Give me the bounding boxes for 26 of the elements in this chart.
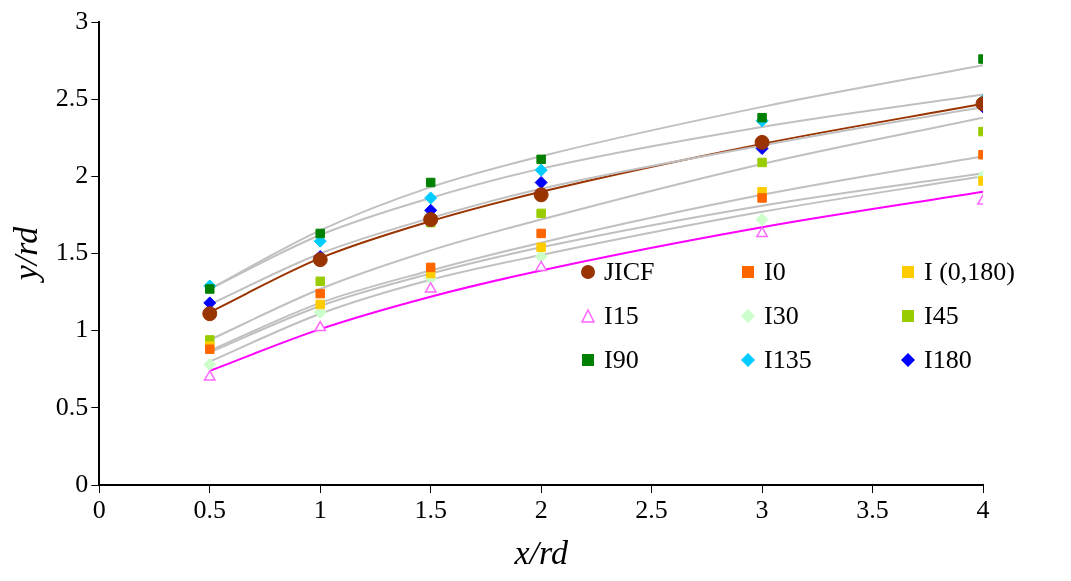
- x-tick-label: 4: [976, 495, 990, 525]
- x-tick-label: 1.5: [414, 495, 447, 525]
- x-tick-label: 0.5: [193, 495, 227, 525]
- legend-label: I180: [924, 345, 972, 375]
- legend-label: JICF: [604, 257, 655, 287]
- y-tick-label: 0: [75, 468, 89, 498]
- y-axis-title: y/rd: [7, 225, 45, 284]
- x-tick-label: 2: [534, 495, 548, 525]
- legend-label: I (0,180): [924, 257, 1015, 287]
- legend-label: I15: [604, 301, 639, 331]
- x-tick-label: 3.5: [856, 495, 889, 525]
- y-tick-label: 3: [75, 5, 89, 35]
- legend-label: I45: [924, 301, 959, 331]
- y-tick-label: 1: [75, 314, 89, 344]
- y-tick-label: 0.5: [55, 391, 89, 421]
- y-tick-label: 2: [75, 160, 89, 190]
- y-tick-label: 1.5: [55, 237, 89, 267]
- legend-label: I90: [604, 345, 639, 375]
- legend-label: I135: [764, 345, 812, 375]
- x-tick-label: 1: [313, 495, 327, 525]
- x-tick-label: 2.5: [635, 495, 668, 525]
- legend-label: I0: [764, 257, 786, 287]
- x-tick-label: 3: [755, 495, 769, 525]
- x-axis-title: x/rd: [513, 533, 569, 571]
- legend-label: I30: [764, 301, 799, 331]
- y-tick-label: 2.5: [55, 82, 89, 112]
